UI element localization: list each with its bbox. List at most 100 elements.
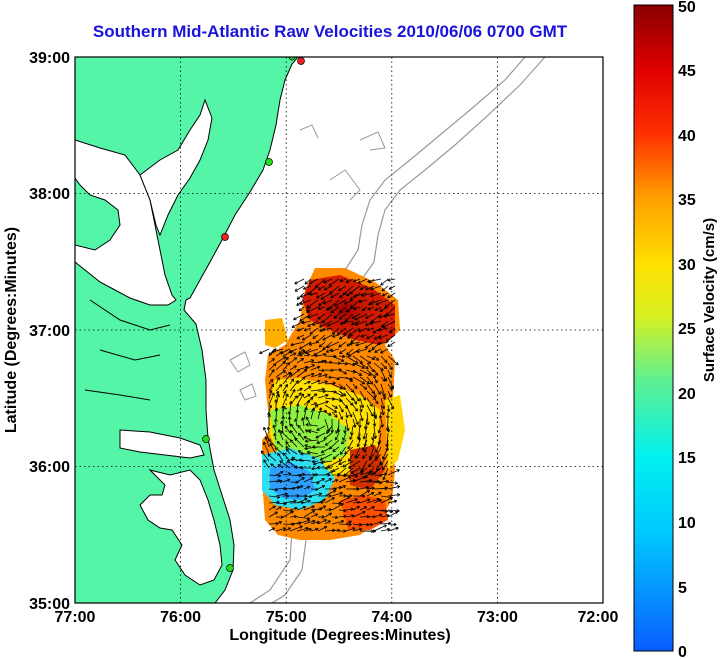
- velocity-arrow-head: [394, 500, 398, 504]
- velocity-arrow-head: [324, 380, 328, 382]
- velocity-arrow-head: [296, 335, 299, 339]
- velocity-arrow: [382, 446, 389, 460]
- velocity-arrow-head: [280, 430, 282, 434]
- velocity-arrow: [338, 362, 348, 365]
- velocity-arrow-head: [318, 492, 322, 494]
- velocity-arrow-head: [333, 489, 337, 493]
- velocity-arrow: [289, 525, 303, 532]
- x-axis-label: Longitude (Degrees:Minutes): [229, 627, 450, 644]
- velocity-arrow-head: [297, 380, 299, 384]
- velocity-arrow: [296, 299, 305, 306]
- velocity-arrow-head: [288, 362, 291, 366]
- velocity-arrow: [275, 361, 286, 371]
- velocity-arrow: [318, 299, 326, 307]
- velocity-arrow-head: [362, 436, 365, 440]
- velocity-arrow: [303, 520, 316, 525]
- velocity-arrow: [323, 299, 333, 305]
- velocity-arrow-head: [358, 299, 362, 303]
- velocity-arrow-head: [276, 441, 279, 445]
- velocity-arrow-head: [352, 527, 356, 529]
- velocity-arrow-head: [397, 494, 401, 497]
- velocity-arrow-head: [395, 526, 399, 529]
- velocity-arrow: [263, 427, 270, 441]
- velocity-arrow: [330, 348, 340, 352]
- velocity-arrow-head: [279, 506, 282, 510]
- velocity-arrow-head: [287, 472, 292, 474]
- velocity-arrow-head: [342, 354, 346, 358]
- velocity-arrow-head: [352, 478, 357, 481]
- velocity-arrow-head: [306, 353, 310, 355]
- velocity-arrow: [369, 299, 382, 305]
- velocity-arrow-head: [294, 395, 298, 398]
- velocity-arrow-head: [305, 526, 309, 529]
- velocity-arrow-head: [312, 335, 315, 339]
- velocity-arrow-head: [328, 283, 331, 287]
- velocity-arrow: [259, 348, 270, 354]
- velocity-arrow-head: [326, 344, 329, 348]
- velocity-arrow: [356, 348, 368, 353]
- velocity-arrow-head: [340, 452, 344, 455]
- velocity-arrow: [306, 285, 319, 295]
- velocity-arrow: [303, 285, 312, 290]
- velocity-arrow-head: [330, 309, 333, 313]
- velocity-arrow-head: [294, 281, 297, 285]
- velocity-arrow: [377, 327, 389, 331]
- velocity-arrow-head: [282, 452, 285, 456]
- velocity-arrow-head: [380, 350, 383, 354]
- velocity-arrow-head: [311, 373, 315, 377]
- velocity-arrow: [366, 355, 375, 360]
- velocity-arrow-head: [308, 281, 312, 285]
- velocity-arrow: [345, 515, 355, 518]
- velocity-arrow: [324, 470, 334, 476]
- velocity-arrow-head: [311, 457, 315, 460]
- velocity-arrow: [380, 383, 386, 397]
- velocity-arrow: [343, 327, 354, 336]
- velocity-arrow-head: [341, 520, 345, 524]
- velocity-arrow-head: [346, 294, 350, 297]
- velocity-arrow: [369, 320, 382, 325]
- velocity-arrow-head: [357, 506, 360, 510]
- velocity-arrow-head: [393, 499, 397, 502]
- velocity-arrow: [345, 376, 353, 382]
- velocity-arrow: [359, 404, 362, 412]
- velocity-arrow-head: [359, 409, 362, 413]
- velocity-arrow: [387, 469, 400, 476]
- velocity-arrow-head: [314, 284, 317, 288]
- velocity-arrow-head: [342, 388, 346, 390]
- velocity-arrow: [331, 383, 343, 390]
- velocity-arrow-head: [349, 520, 352, 524]
- velocity-arrow-head: [273, 433, 275, 437]
- velocity-arrow: [289, 474, 302, 477]
- velocity-arrow-head: [355, 498, 358, 502]
- velocity-arrow: [326, 348, 333, 353]
- velocity-arrow-head: [280, 384, 283, 388]
- grid: [75, 57, 603, 603]
- velocity-arrow: [305, 424, 319, 427]
- velocity-arrow-head: [378, 415, 381, 419]
- velocity-arrow: [387, 425, 389, 433]
- velocity-arrow-head: [325, 307, 329, 311]
- velocity-arrow-head: [339, 350, 342, 354]
- velocity-arrow-head: [380, 369, 384, 371]
- velocity-arrow-head: [393, 524, 397, 527]
- velocity-arrow-head: [383, 472, 388, 475]
- velocity-arrow-head: [270, 463, 273, 467]
- velocity-arrow: [316, 425, 326, 431]
- velocity-arrow: [380, 473, 387, 476]
- velocity-arrow-head: [293, 316, 296, 320]
- velocity-arrow: [296, 292, 305, 300]
- bathymetry-contour: [229, 124, 386, 401]
- velocity-arrow: [380, 369, 387, 382]
- velocity-arrow: [380, 528, 390, 532]
- velocity-arrow-head: [353, 294, 357, 297]
- velocity-arrow-head: [361, 307, 364, 311]
- velocity-arrow-head: [361, 293, 364, 297]
- velocity-arrow-head: [309, 494, 313, 497]
- velocity-arrow-head: [326, 429, 330, 433]
- velocity-arrow-head: [260, 450, 263, 454]
- velocity-arrow-head: [379, 513, 383, 515]
- velocity-arrow: [310, 380, 321, 385]
- velocity-arrow-head: [318, 407, 322, 410]
- velocity-arrow-head: [308, 393, 311, 398]
- velocity-arrow: [369, 446, 375, 460]
